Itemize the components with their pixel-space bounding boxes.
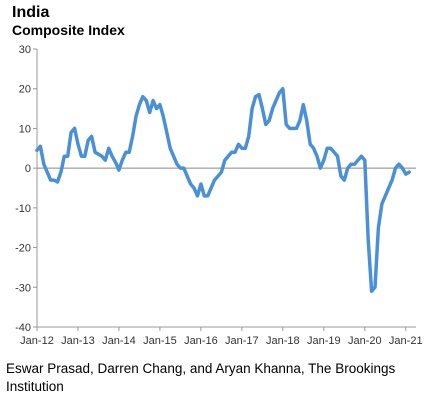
- series-line: [35, 86, 411, 294]
- x-tick-label: Jan-18: [266, 335, 300, 347]
- y-tick-label: -40: [15, 322, 31, 334]
- x-tick-label: Jan-21: [389, 335, 423, 347]
- x-tick-label: Jan-13: [61, 335, 95, 347]
- x-tick-label: Jan-20: [348, 335, 382, 347]
- chart-subtitle: Composite Index: [12, 22, 125, 38]
- x-tick-label: Jan-14: [102, 335, 136, 347]
- y-tick-label: -30: [15, 282, 31, 294]
- source-credit: Eswar Prasad, Darren Chang, and Aryan Kh…: [6, 361, 396, 394]
- chart-title: India: [12, 4, 50, 21]
- y-tick-label: 0: [25, 163, 31, 175]
- y-tick-label: 10: [19, 123, 31, 135]
- y-tick-label: -10: [15, 203, 31, 215]
- y-tick-label: -20: [15, 243, 31, 255]
- x-tick-label: Jan-12: [20, 335, 54, 347]
- x-tick-label: Jan-16: [184, 335, 218, 347]
- chart-axes: [36, 49, 416, 328]
- x-tick-label: Jan-19: [307, 335, 341, 347]
- y-tick-label: 20: [19, 84, 31, 96]
- x-tick-label: Jan-15: [143, 335, 177, 347]
- x-tick-label: Jan-17: [225, 335, 259, 347]
- plot-area: [35, 86, 411, 294]
- y-tick-label: 30: [19, 44, 31, 56]
